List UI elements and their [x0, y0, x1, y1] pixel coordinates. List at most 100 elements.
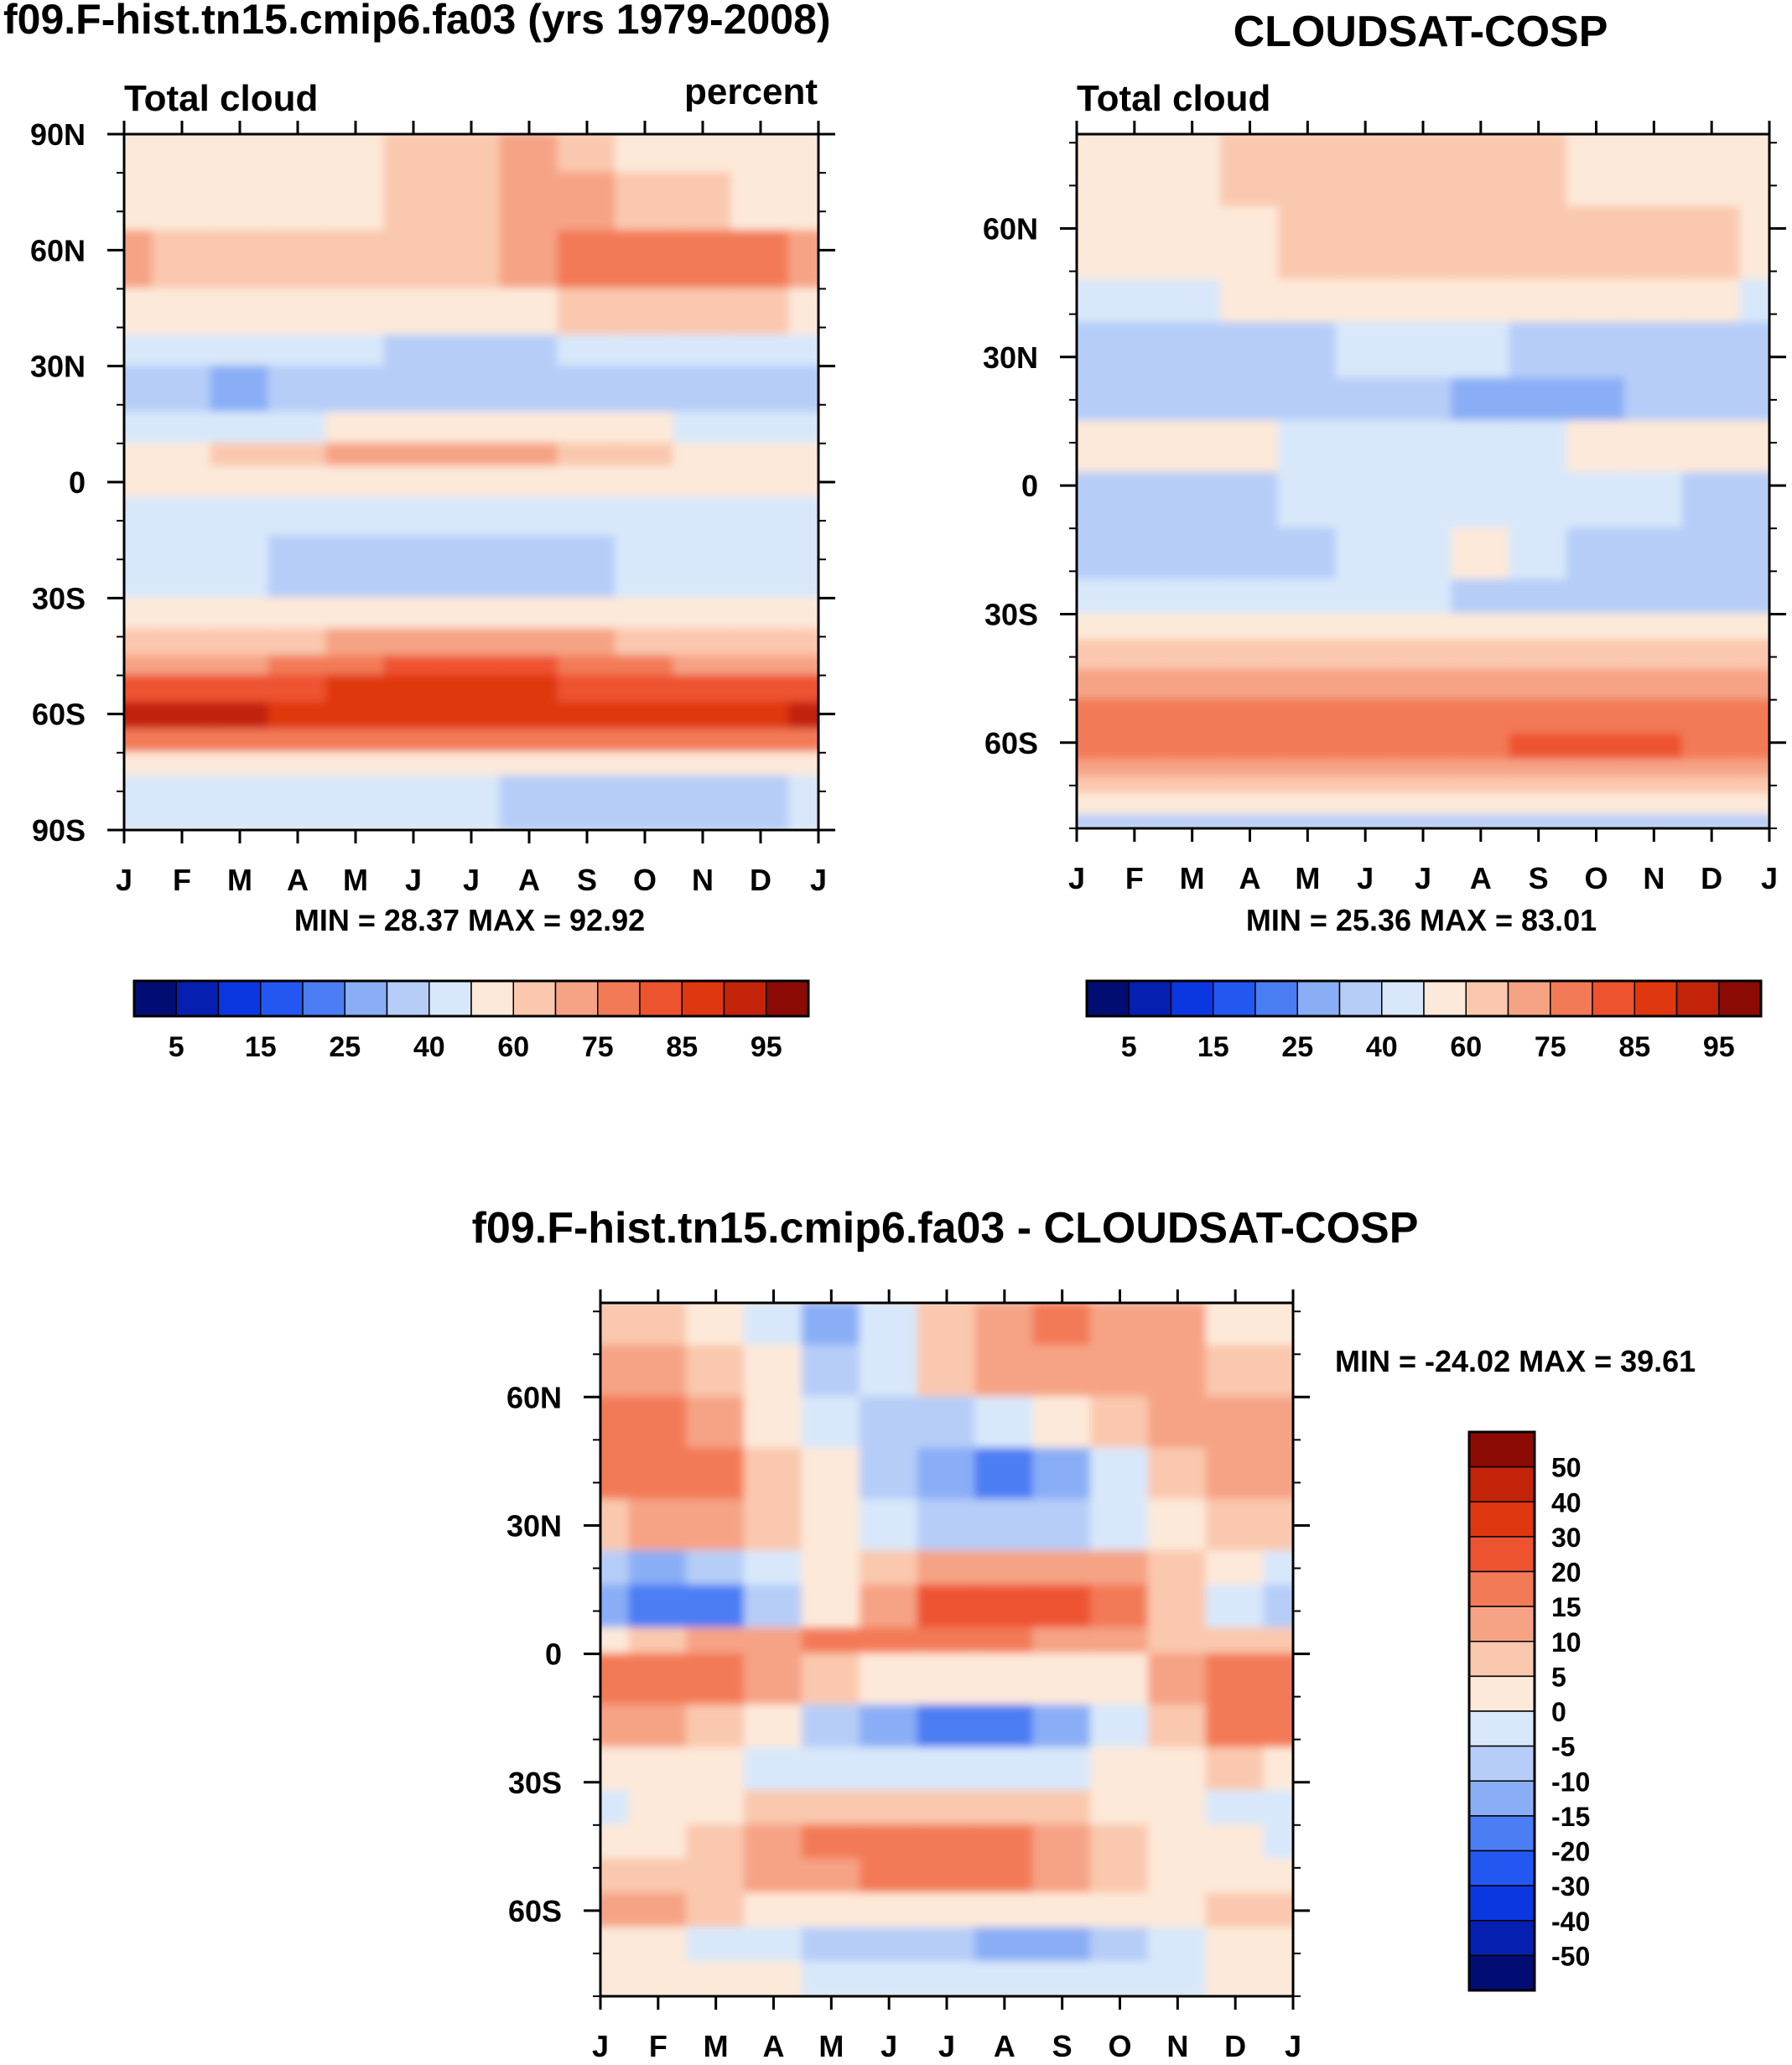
cell-b8-m7 — [499, 465, 559, 499]
colorbar-label: 30 — [1551, 1523, 1582, 1553]
cell-b6-m9 — [615, 412, 675, 444]
cell-b4-m8 — [1509, 377, 1569, 423]
cell-b16-m1 — [1104, 793, 1165, 817]
cell-b16-m12 — [788, 729, 818, 754]
cell-b3-m2 — [686, 1447, 746, 1501]
cell-b1-m7 — [1451, 205, 1511, 281]
cell-b2-m8 — [1032, 1396, 1093, 1450]
x-tick-label: J — [810, 863, 827, 897]
cell-b17-m5 — [1335, 814, 1395, 828]
cell-b8-m5 — [1335, 579, 1395, 615]
cell-b0-m4 — [1277, 134, 1338, 208]
cell-b0-m2 — [686, 1303, 746, 1347]
cell-b8-m8 — [557, 465, 617, 499]
x-tick-label: J — [880, 2029, 897, 2063]
cell-b3-m5 — [1335, 321, 1395, 380]
cell-b12-m7 — [499, 628, 559, 657]
cell-b8-m2 — [686, 1653, 746, 1706]
panel-model-field — [124, 134, 818, 830]
cell-b8-m1 — [628, 1653, 688, 1706]
x-tick-label: J — [592, 2029, 609, 2063]
cell-b12-m6 — [917, 1824, 977, 1860]
cell-b11-m8 — [557, 597, 617, 630]
cell-b4-m11 — [730, 334, 791, 367]
cell-b2-m5 — [383, 230, 444, 290]
cell-b3-m4 — [325, 288, 386, 336]
x-tick-label: M — [343, 863, 368, 897]
cell-b12-m1 — [152, 628, 212, 657]
cell-b7-m11 — [730, 442, 791, 468]
cell-b3-m1 — [1104, 321, 1165, 380]
cell-b3-m6 — [917, 1447, 977, 1501]
cell-b16-m11 — [1205, 1961, 1265, 1996]
cell-b17-m7 — [1451, 814, 1511, 828]
cell-b14-m10 — [673, 674, 733, 703]
cell-b9-m8 — [557, 496, 617, 537]
cell-b1-m7 — [499, 172, 559, 232]
cell-b15-m6 — [441, 701, 501, 731]
panel-model-colorbar: 5 15 25 40 60 75 85 95 — [132, 979, 810, 1063]
cell-b11-m1 — [628, 1789, 688, 1826]
colorbar-box — [1468, 1850, 1535, 1886]
cell-b0-m10 — [673, 134, 733, 174]
colorbar-label: -50 — [1551, 1941, 1590, 1971]
cell-b0-m11 — [1205, 1303, 1265, 1347]
cell-b17-m0 — [124, 751, 154, 777]
cell-b3-m11 — [730, 288, 791, 336]
y-tick-label: 60S — [32, 698, 86, 732]
cell-b16-m0 — [600, 1961, 631, 1996]
cell-b4-m6 — [441, 334, 501, 367]
cell-b5-m11 — [1205, 1550, 1265, 1586]
cell-b5-m10 — [1147, 1550, 1208, 1586]
colorbar-box — [470, 980, 514, 1017]
cell-b8-m9 — [615, 465, 675, 499]
cell-b6-m7 — [499, 412, 559, 444]
cell-b11-m0 — [600, 1789, 631, 1826]
cell-b15-m11 — [1205, 1927, 1265, 1964]
x-tick-label: M — [1180, 861, 1205, 895]
cell-b11-m6 — [1393, 668, 1453, 701]
cell-b17-m11 — [1681, 814, 1742, 828]
cell-b16-m7 — [1451, 793, 1511, 817]
colorbar-label: 15 — [245, 1031, 277, 1063]
cell-b14-m3 — [1220, 759, 1280, 778]
cell-b1-m10 — [1623, 205, 1684, 281]
cell-b3-m3 — [744, 1447, 803, 1501]
colorbar-box — [429, 980, 472, 1017]
cell-b5-m1 — [152, 365, 212, 413]
cell-b0-m7 — [499, 134, 559, 174]
cell-b6-m11 — [730, 412, 791, 444]
cell-b17-m9 — [1566, 814, 1626, 828]
cell-b2-m11 — [1205, 1396, 1265, 1450]
cell-b14-m7 — [499, 674, 559, 703]
cell-b14-m2 — [210, 674, 270, 703]
cell-b8-m1 — [1104, 579, 1165, 615]
cell-b2-m9 — [615, 230, 675, 290]
cell-b1-m6 — [917, 1345, 977, 1398]
cell-b16-m8 — [557, 729, 617, 754]
cell-b7-m8 — [1032, 1627, 1093, 1655]
cell-b6-m10 — [1623, 471, 1684, 530]
cell-b15-m2 — [686, 1927, 746, 1964]
cell-b1-m9 — [1566, 205, 1626, 281]
cell-b18-m1 — [152, 775, 212, 830]
colorbar-label: 85 — [666, 1031, 698, 1063]
cell-b8-m9 — [1566, 579, 1626, 615]
x-tick-label: J — [463, 863, 480, 897]
x-tick-label: A — [518, 863, 540, 897]
cell-b11-m10 — [1623, 668, 1684, 701]
colorbar-box — [1507, 980, 1551, 1017]
cell-b0-m2 — [1162, 134, 1223, 208]
cell-b11-m8 — [1032, 1789, 1093, 1826]
x-tick-label: F — [1125, 861, 1144, 895]
cell-b5-m9 — [1090, 1550, 1150, 1586]
cell-b13-m4 — [325, 655, 386, 677]
cell-b6-m5 — [1335, 471, 1395, 530]
cell-b9-m7 — [1451, 613, 1511, 641]
cell-b14-m5 — [383, 674, 444, 703]
colorbar-box — [1468, 1710, 1535, 1747]
cell-b15-m8 — [1509, 776, 1569, 796]
y-tick-label: 0 — [69, 465, 86, 500]
cell-b15-m7 — [499, 701, 559, 731]
colorbar-label: 15 — [1551, 1592, 1582, 1622]
